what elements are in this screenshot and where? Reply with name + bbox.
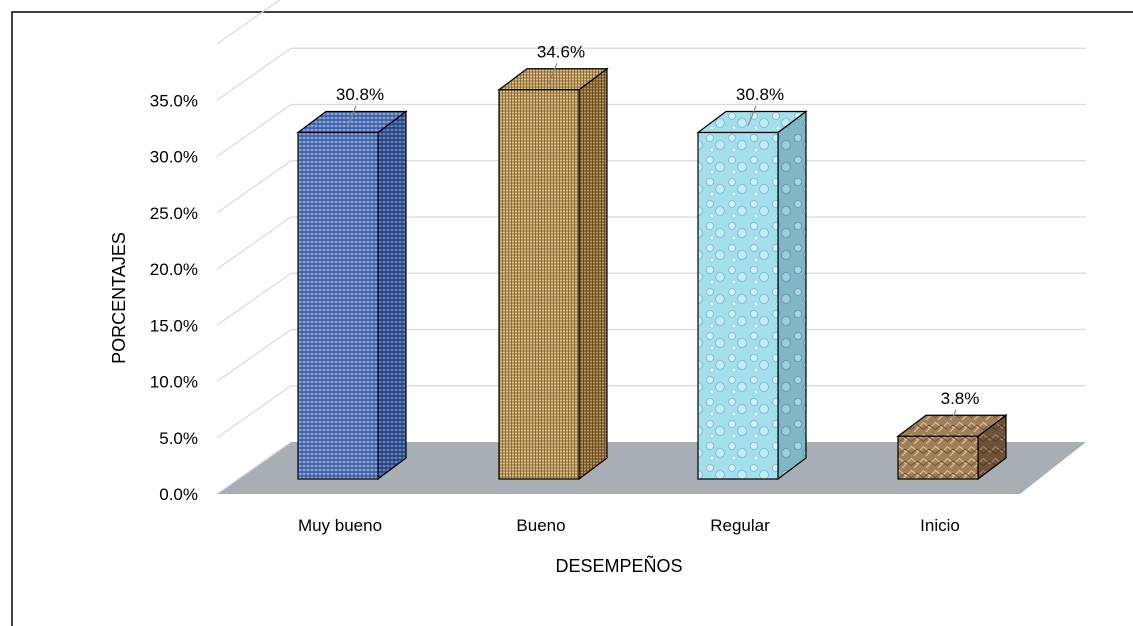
gridline-side xyxy=(216,160,292,214)
x-tick-label: Muy bueno xyxy=(298,516,382,535)
bar-front xyxy=(498,89,580,480)
gridlines xyxy=(216,0,1086,495)
x-tick-label: Regular xyxy=(710,516,770,535)
bar-side xyxy=(578,67,608,481)
bar-side xyxy=(777,110,807,481)
y-tick-label: 0.0% xyxy=(159,485,198,504)
chart-floor xyxy=(217,442,1086,494)
bar-front xyxy=(297,131,379,480)
bar: 34.6% xyxy=(497,42,609,481)
y-tick-label: 30.0% xyxy=(150,148,198,167)
gridline-side xyxy=(216,104,292,157)
y-tick-label: 25.0% xyxy=(150,204,198,223)
y-tick-label: 35.0% xyxy=(150,91,198,110)
bar: 30.8% xyxy=(296,85,408,481)
chart-frame xyxy=(11,11,1133,626)
gridline-side xyxy=(216,216,292,270)
data-label: 34.6% xyxy=(537,42,585,61)
gridline-side xyxy=(216,47,292,101)
y-axis-title: PORCENTAJES xyxy=(109,232,129,364)
x-tick-label: Inicio xyxy=(920,516,960,535)
data-label: 30.8% xyxy=(336,85,384,104)
y-tick-label: 10.0% xyxy=(150,373,198,392)
bar: 3.8% xyxy=(896,389,1008,481)
data-label-leader xyxy=(747,105,757,127)
bars: 30.8% 34.6% 30.8% 3.8% xyxy=(296,42,1008,481)
x-axis-title: DESEMPEÑOS xyxy=(555,555,682,576)
gridline-side xyxy=(216,329,292,382)
y-tick-label: 5.0% xyxy=(159,429,198,448)
data-label-leader xyxy=(548,63,558,84)
y-tick-label: 15.0% xyxy=(150,316,198,335)
bar: 30.8% xyxy=(696,85,808,481)
y-tick-label: 20.0% xyxy=(150,260,198,279)
bar-front xyxy=(697,131,779,480)
data-label-leader xyxy=(947,409,957,430)
bar-front xyxy=(897,435,979,480)
gridline-side xyxy=(216,272,292,326)
bar-side xyxy=(377,110,407,481)
gridline-side xyxy=(216,441,292,495)
data-label-leader xyxy=(347,105,357,127)
y-axis-ticks: 0.0% 5.0% 10.0% 15.0% 20.0% 25.0% 30.0% 35.0% xyxy=(150,91,198,504)
x-tick-label: Bueno xyxy=(516,516,565,535)
data-label: 3.8% xyxy=(941,389,980,408)
data-label: 30.8% xyxy=(736,85,784,104)
gridline-side xyxy=(216,385,292,439)
x-axis-ticks: Muy bueno Bueno Regular Inicio xyxy=(298,516,960,535)
gridline-side xyxy=(216,0,281,45)
